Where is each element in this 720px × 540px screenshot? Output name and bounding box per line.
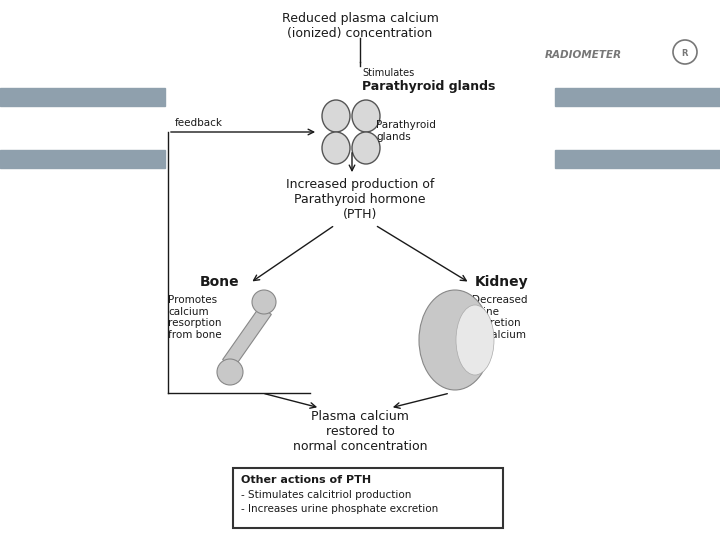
Ellipse shape xyxy=(322,132,350,164)
Text: Promotes
calcium
resorption
from bone: Promotes calcium resorption from bone xyxy=(168,295,222,340)
Text: Parathyroid glands: Parathyroid glands xyxy=(362,80,495,93)
Ellipse shape xyxy=(322,100,350,132)
Text: Plasma calcium
restored to
normal concentration: Plasma calcium restored to normal concen… xyxy=(293,410,427,453)
Ellipse shape xyxy=(419,290,491,390)
Ellipse shape xyxy=(352,100,380,132)
Text: Kidney: Kidney xyxy=(475,275,528,289)
Text: Bone: Bone xyxy=(200,275,240,289)
Text: Reduced plasma calcium
(ionized) concentration: Reduced plasma calcium (ionized) concent… xyxy=(282,12,438,40)
Ellipse shape xyxy=(252,290,276,314)
Text: R: R xyxy=(682,49,688,57)
Bar xyxy=(555,150,720,168)
Text: Increased production of
Parathyroid hormone
(PTH): Increased production of Parathyroid horm… xyxy=(286,178,434,221)
Text: RADIOMETER: RADIOMETER xyxy=(545,50,622,60)
Polygon shape xyxy=(222,306,271,368)
Text: Parathyroid
glands: Parathyroid glands xyxy=(376,120,436,141)
Text: - Stimulates calcitriol production: - Stimulates calcitriol production xyxy=(241,490,411,500)
Ellipse shape xyxy=(352,132,380,164)
Text: Other actions of PTH: Other actions of PTH xyxy=(241,475,371,485)
Ellipse shape xyxy=(217,359,243,385)
Text: Decreased
urine
excretion
of calcium: Decreased urine excretion of calcium xyxy=(472,295,528,340)
Ellipse shape xyxy=(456,305,494,375)
Bar xyxy=(233,468,503,528)
Text: feedback: feedback xyxy=(175,118,223,128)
Bar xyxy=(0,88,165,106)
Text: Stimulates: Stimulates xyxy=(362,68,414,78)
Text: - Increases urine phosphate excretion: - Increases urine phosphate excretion xyxy=(241,504,438,514)
Bar xyxy=(0,150,165,168)
Bar xyxy=(555,88,720,106)
